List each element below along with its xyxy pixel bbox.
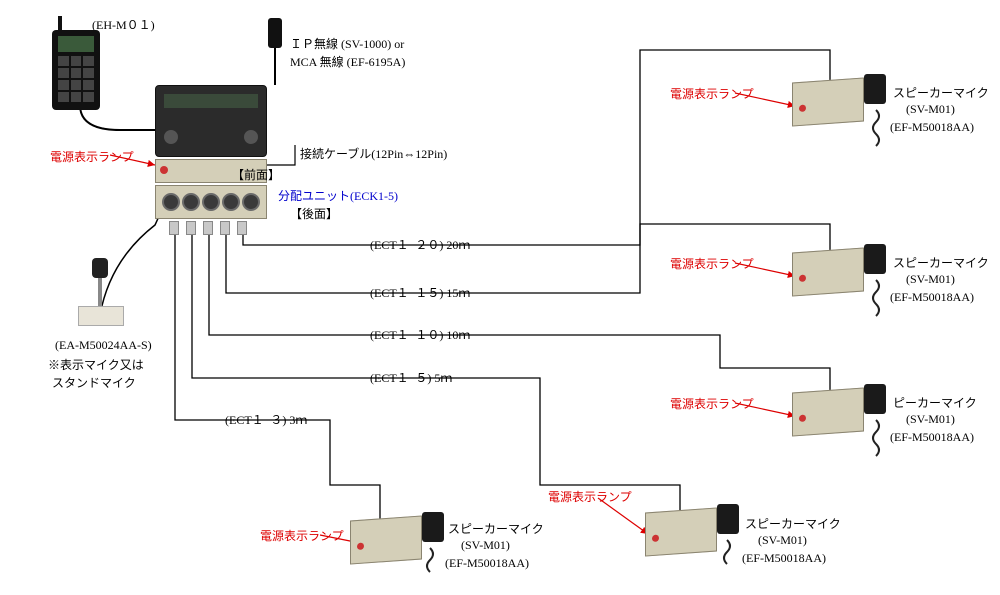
mounted-radio bbox=[155, 85, 267, 157]
cable-15: (ECT１−１５) 15ｍ bbox=[370, 284, 470, 301]
handheld-radio bbox=[52, 30, 100, 110]
antenna-icon bbox=[268, 18, 282, 48]
handheld-model: (EH-M０１) bbox=[92, 16, 155, 33]
sp4-title: スピーカーマイク bbox=[745, 515, 841, 532]
sp5-model: (SV-M01) bbox=[461, 538, 510, 553]
lamp-1: 電源表示ランプ bbox=[670, 85, 754, 102]
conn-cable-label: 接続ケーブル(12Pin⇔12Pin) bbox=[300, 145, 447, 162]
sp3-model: (SV-M01) bbox=[906, 412, 955, 427]
sp2-title: スピーカーマイク bbox=[893, 254, 989, 271]
lamp-2: 電源表示ランプ bbox=[670, 255, 754, 272]
sp5-part: (EF-M50018AA) bbox=[445, 556, 529, 571]
speaker-unit-1 bbox=[792, 80, 864, 124]
sp3-title: ピーカーマイク bbox=[893, 394, 977, 411]
radio-line2: MCA 無線 (EF-6195A) bbox=[290, 53, 405, 70]
cable-3: (ECT１−３) 3ｍ bbox=[225, 411, 307, 428]
rear-label: 【後面】 bbox=[290, 205, 338, 222]
sp1-title: スピーカーマイク bbox=[893, 84, 989, 101]
sp4-part: (EF-M50018AA) bbox=[742, 551, 826, 566]
power-lamp-main: 電源表示ランプ bbox=[50, 148, 134, 165]
cable-20: (ECT１−２０) 20ｍ bbox=[370, 236, 470, 253]
sp4-model: (SV-M01) bbox=[758, 533, 807, 548]
standmic-model: (EA-M50024AA-S) bbox=[55, 338, 152, 353]
speaker-unit-4 bbox=[645, 510, 717, 554]
dist-unit-label: 分配ユニット(ECK1-5) bbox=[278, 187, 398, 204]
lamp-4: 電源表示ランプ bbox=[548, 488, 632, 505]
front-label: 【前面】 bbox=[232, 166, 280, 183]
dist-rear bbox=[155, 185, 267, 219]
standmic-note1: ※表示マイク又は bbox=[48, 356, 144, 373]
radio-line1: ＩＰ無線 (SV-1000) or bbox=[290, 35, 404, 52]
cable-10: (ECT１−１０) 10ｍ bbox=[370, 326, 470, 343]
sp2-part: (EF-M50018AA) bbox=[890, 290, 974, 305]
sp1-part: (EF-M50018AA) bbox=[890, 120, 974, 135]
connector-row bbox=[155, 221, 265, 237]
lamp-3: 電源表示ランプ bbox=[670, 395, 754, 412]
speaker-unit-2 bbox=[792, 250, 864, 294]
sp1-model: (SV-M01) bbox=[906, 102, 955, 117]
stand-mic bbox=[70, 258, 130, 328]
standmic-note2: スタンドマイク bbox=[52, 374, 136, 391]
sp2-model: (SV-M01) bbox=[906, 272, 955, 287]
cable-5: (ECT１−５) 5ｍ bbox=[370, 369, 452, 386]
lamp-5: 電源表示ランプ bbox=[260, 527, 344, 544]
sp3-part: (EF-M50018AA) bbox=[890, 430, 974, 445]
speaker-unit-3 bbox=[792, 390, 864, 434]
speaker-unit-5 bbox=[350, 518, 422, 562]
sp5-title: スピーカーマイク bbox=[448, 520, 544, 537]
main-stack bbox=[155, 85, 265, 237]
